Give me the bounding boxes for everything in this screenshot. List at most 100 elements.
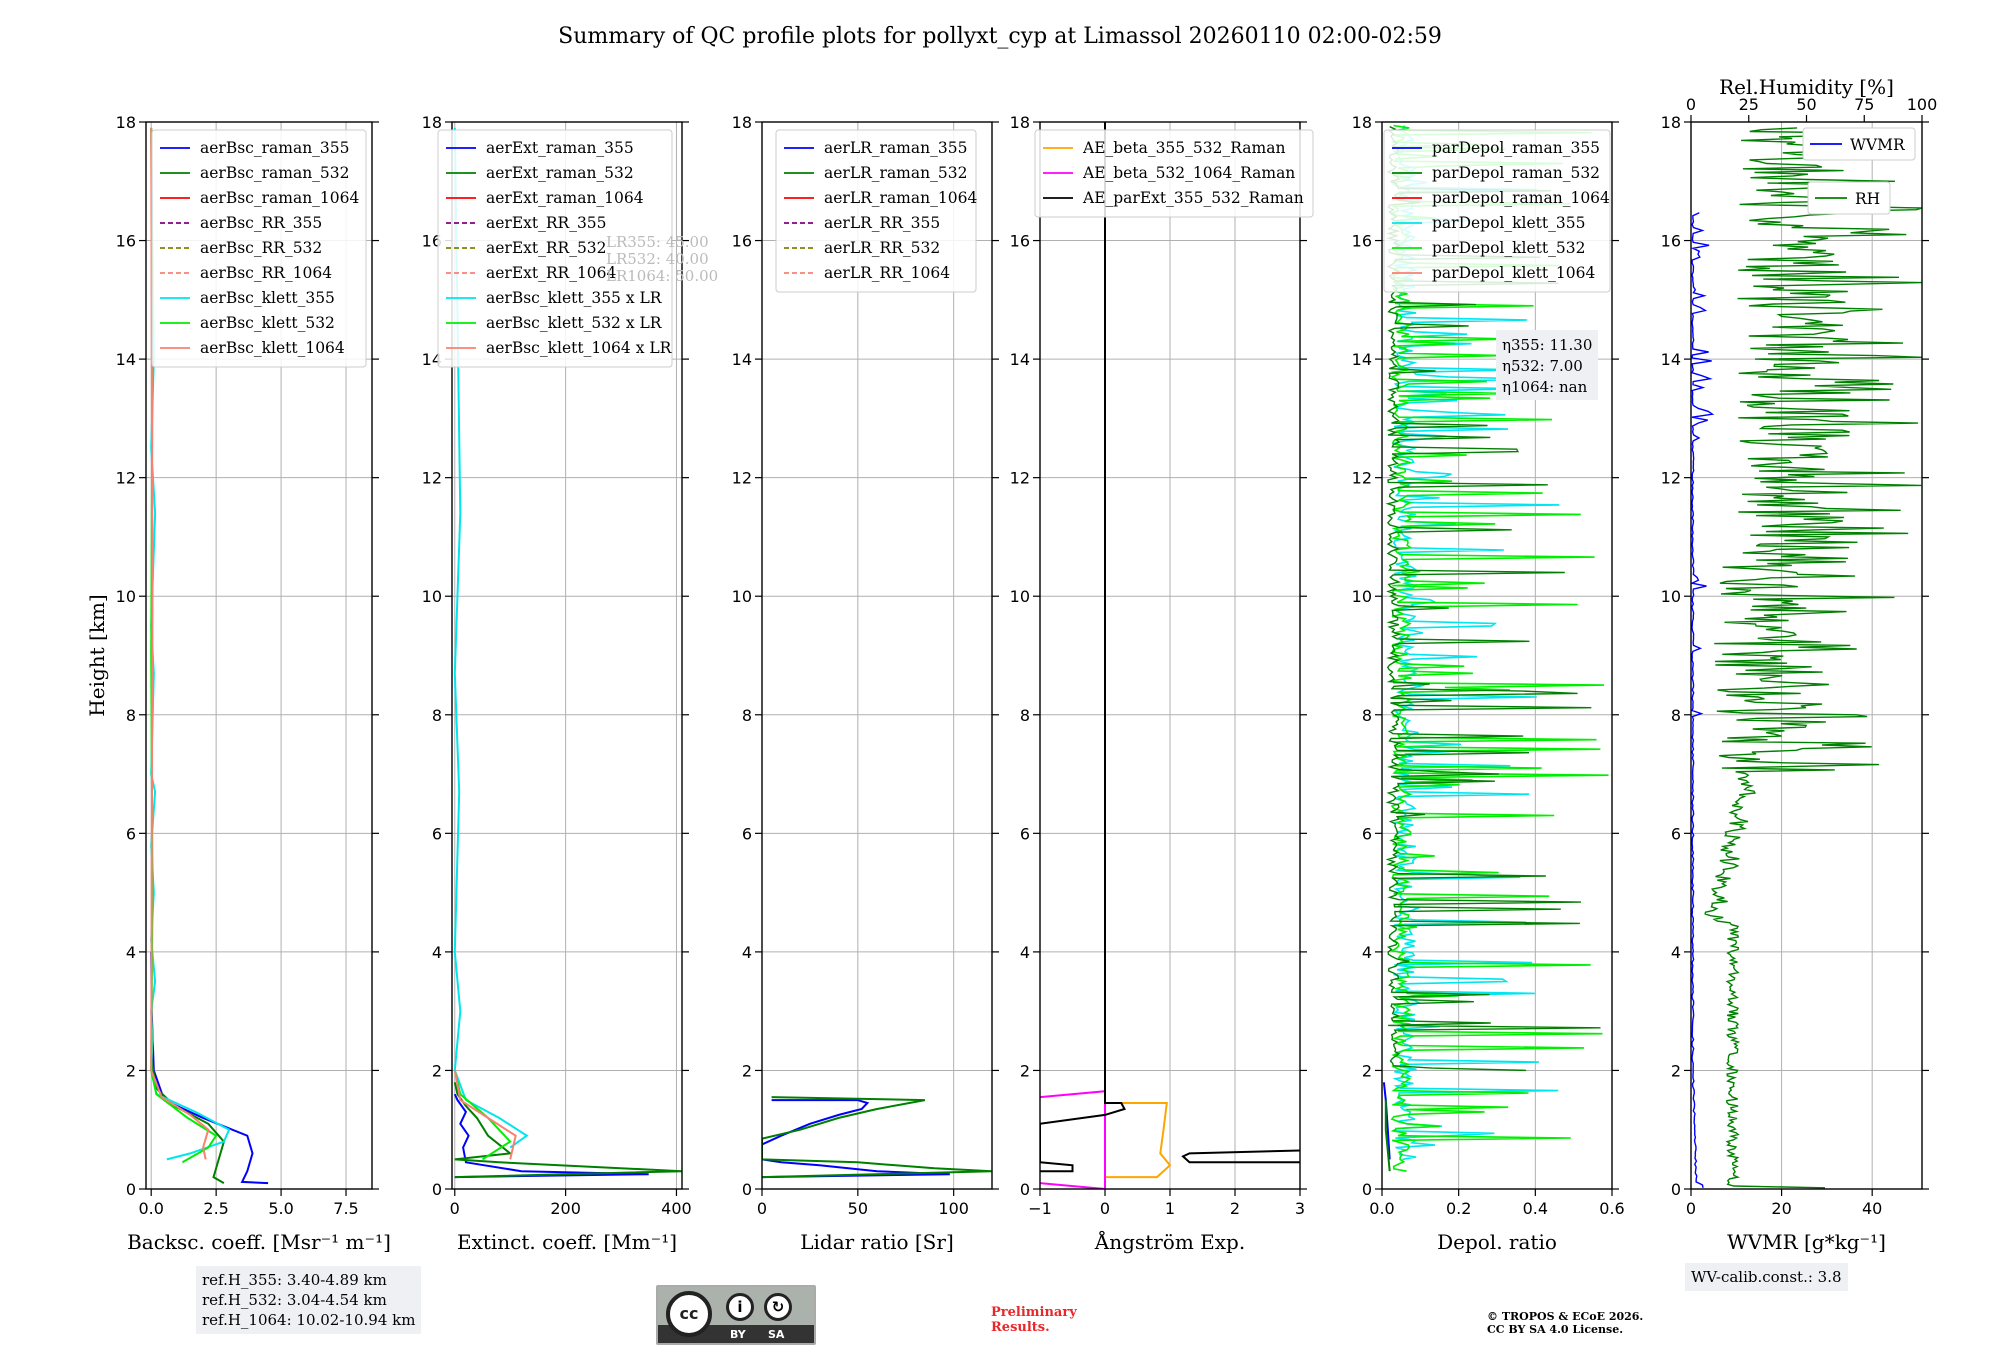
ytick-label: 18 (732, 113, 752, 132)
legend: AE_beta_355_532_Raman AE_beta_532_1064_Ra… (1034, 129, 1314, 218)
ytick-label: 4 (1362, 943, 1372, 962)
ytick-label: 16 (422, 232, 442, 251)
ytick-label: 2 (1362, 1061, 1372, 1080)
axes-frame (145, 121, 373, 1190)
ytick-label: 0 (1362, 1180, 1372, 1199)
series-aerBsc_klett_1064 x LR (453, 1070, 517, 1160)
axes-frame (1039, 121, 1301, 1190)
ytick-label: 16 (1661, 232, 1681, 251)
xtick-label: 0.6 (1599, 1199, 1624, 1218)
refh-532: ref.H_532: 3.04-4.54 km (202, 1291, 387, 1309)
ytick-label: 16 (116, 232, 136, 251)
x-axis-label: Ångström Exp. (1094, 1229, 1245, 1254)
ytick-label: 2 (1020, 1061, 1030, 1080)
ytick-label: 14 (1352, 350, 1372, 369)
ytick-label: 8 (1671, 706, 1681, 725)
ytick-label: 12 (1010, 469, 1030, 488)
ytick-label: 18 (116, 113, 136, 132)
ytick-label: 8 (432, 706, 442, 725)
legend-item: aerBsc_klett_355 (200, 289, 335, 307)
eta-label: η532: 7.00 (1502, 357, 1583, 375)
legend-box (1802, 127, 1916, 161)
ytick-label: 0 (126, 1180, 136, 1199)
reference-height-box: ref.H_355: 3.40-4.89 km ref.H_532: 3.04-4… (196, 1266, 422, 1334)
eta-label: η355: 11.30 (1502, 336, 1592, 354)
legend: aerBsc_raman_355 aerBsc_raman_532 aerBsc_r… (151, 129, 367, 368)
top-axis-label: Rel.Humidity [%] (1719, 75, 1894, 99)
ytick-label: 10 (732, 587, 752, 606)
legend-box (775, 129, 977, 293)
eta-label: η1064: nan (1502, 378, 1588, 396)
axes-frame (1690, 121, 1923, 1190)
ytick-label: 14 (732, 350, 752, 369)
wv-calib-box: WV-calib.const.: 3.8 (1685, 1263, 1848, 1291)
ytick-label: 12 (422, 469, 442, 488)
legend-item: aerBsc_raman_355 (200, 139, 350, 157)
legend-box (151, 129, 367, 368)
top-xtick-label: 100 (1907, 95, 1938, 114)
x-axis-label: Lidar ratio [Sr] (800, 1230, 954, 1254)
plot-area (762, 1096, 992, 1179)
legend-item: aerBsc_raman_1064 (200, 189, 360, 207)
series-aerBsc_klett_1064 (150, 127, 210, 1160)
legend-item: aerLR_raman_532 (824, 164, 967, 182)
ytick-label: 16 (1010, 232, 1030, 251)
xtick-label: 2.5 (203, 1199, 228, 1218)
legend-item: aerBsc_raman_532 (200, 164, 350, 182)
legend-item: aerBsc_klett_355 x LR (486, 289, 663, 307)
series-parDepol_raman_532 (1384, 1100, 1391, 1172)
x-axis-label: Depol. ratio (1437, 1230, 1557, 1254)
panel-wv: 0 2 4 6 8 10 12 14 16 18 0 20 40 0 25 50 75 100 Rel.Humidi… (1661, 75, 1938, 1254)
wv-calib-text: WV-calib.const.: 3.8 (1691, 1268, 1842, 1286)
x-axis-label: Backsc. coeff. [Msr⁻¹ m⁻¹] (127, 1230, 391, 1254)
xtick-label: 1 (1165, 1199, 1175, 1218)
legend-item: aerLR_RR_355 (824, 214, 940, 232)
ytick-label: 6 (742, 824, 752, 843)
panel-bsc: 0 2 4 6 8 10 12 14 16 18 0.0 2.5 5.0 7.5 Backsc. coeff… (85, 113, 391, 1254)
legend-box (1807, 181, 1891, 215)
series-AE_beta_532_1064_Raman (1040, 1090, 1106, 1189)
series-AE_parExt_355_532_Raman_b (1181, 1149, 1300, 1164)
xtick-label: 200 (550, 1199, 581, 1218)
ytick-label: 6 (1020, 824, 1030, 843)
legend-item: AE_beta_532_1064_Raman (1082, 164, 1295, 182)
ytick-label: 4 (742, 943, 752, 962)
x-axis-label: WVMR [g*kg⁻¹] (1727, 1230, 1886, 1254)
xtick-label: 0 (450, 1199, 460, 1218)
legend-item: aerBsc_RR_1064 (200, 264, 332, 282)
legend: WVMR RH (1802, 127, 1916, 215)
plot-area (150, 127, 269, 1185)
xtick-label: 20 (1771, 1199, 1791, 1218)
xtick-label: 2 (1230, 1199, 1240, 1218)
legend-item: aerBsc_klett_1064 (200, 339, 345, 357)
ytick-label: 4 (432, 943, 442, 962)
series-aerBsc_klett_355 x LR (453, 127, 529, 1149)
xtick-label: 50 (848, 1199, 868, 1218)
ytick-label: 2 (432, 1061, 442, 1080)
legend-item: aerLR_raman_1064 (824, 189, 977, 207)
top-xtick-label: 0 (1686, 95, 1696, 114)
figure-title: Summary of QC profile plots for pollyxt_… (558, 24, 1442, 49)
ytick-label: 2 (1671, 1061, 1681, 1080)
ytick-label: 12 (116, 469, 136, 488)
series-AE_beta_355_532_Raman (1105, 1102, 1172, 1179)
ytick-label: 18 (1352, 113, 1372, 132)
ytick-label: 4 (1020, 943, 1030, 962)
cc-sa-label: SA (768, 1328, 785, 1341)
series-aerBsc_raman_355 (150, 951, 269, 1185)
refh-1064: ref.H_1064: 10.02-10.94 km (202, 1311, 416, 1329)
ytick-label: 8 (1020, 706, 1030, 725)
ytick-label: 18 (1010, 113, 1030, 132)
legend-item: aerLR_RR_532 (824, 239, 940, 257)
ytick-label: 2 (126, 1061, 136, 1080)
xtick-label: 7.5 (333, 1199, 358, 1218)
refh-355: ref.H_355: 3.40-4.89 km (202, 1271, 387, 1289)
ytick-label: 4 (126, 943, 136, 962)
copyright-label: © TROPOS & ECoE 2026. CC BY SA 4.0 Licens… (1487, 1310, 1644, 1336)
legend-item: aerExt_RR_532 (486, 239, 607, 257)
series-aerExt_raman_355 (453, 1093, 649, 1179)
ytick-label: 12 (1661, 469, 1681, 488)
panel-lr: 0 2 4 6 8 10 12 14 16 18 0 50 100 Lidar ratio [Sr] aer… (732, 113, 999, 1254)
xtick-label: 400 (661, 1199, 692, 1218)
